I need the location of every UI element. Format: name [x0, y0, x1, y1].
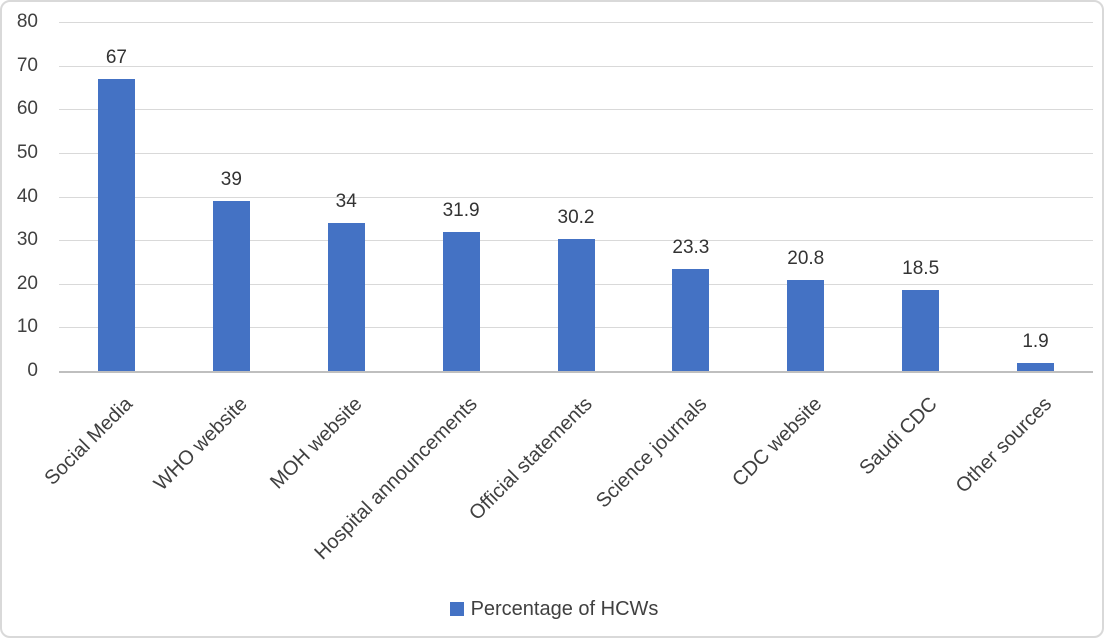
gridline — [59, 152, 1093, 154]
gridline — [59, 196, 1093, 198]
legend: Percentage of HCWs — [2, 598, 1102, 620]
x-axis-category-label: CDC website — [728, 393, 827, 492]
bar-value-label: 39 — [220, 168, 242, 190]
bar — [1017, 362, 1055, 371]
gridline — [59, 65, 1093, 67]
bar — [672, 269, 710, 371]
bar-value-label: 31.9 — [442, 199, 480, 221]
bar — [557, 239, 595, 371]
x-axis-category-label: Other sources — [951, 393, 1057, 498]
x-axis-category-label: Official statements — [464, 393, 597, 525]
x-axis-category-label: Science journals — [592, 393, 712, 513]
x-axis-category-label: Social Media — [40, 393, 138, 490]
y-axis-tick-label: 80 — [16, 11, 38, 32]
y-axis-tick-label: 40 — [16, 185, 38, 207]
y-axis-tick-label: 70 — [16, 54, 38, 76]
x-axis-category-label: Saudi CDC — [854, 393, 942, 480]
legend-label: Percentage of HCWs — [470, 598, 659, 620]
bar — [327, 222, 365, 371]
gridline — [59, 109, 1093, 111]
bar-value-label: 34 — [335, 190, 357, 212]
bar — [212, 200, 250, 371]
bar — [97, 78, 135, 371]
bar-value-label: 67 — [105, 46, 127, 68]
bar — [442, 231, 480, 371]
bar-value-label: 18.5 — [902, 258, 940, 280]
y-axis-tick-label: 60 — [16, 98, 38, 120]
x-axis-category-label: WHO website — [149, 393, 252, 496]
x-axis-category-label: MOH website — [266, 393, 367, 494]
gridline — [59, 22, 1093, 23]
y-axis-tick-label: 10 — [16, 316, 38, 338]
bar-value-label: 23.3 — [672, 237, 710, 259]
bar-value-label: 20.8 — [787, 248, 825, 270]
bar-value-label: 30.2 — [557, 207, 595, 229]
y-axis-tick-label: 50 — [16, 141, 38, 163]
y-axis-tick-label: 30 — [16, 229, 38, 251]
y-axis-tick-label: 0 — [27, 360, 38, 381]
x-axis-line — [59, 371, 1093, 373]
bar — [787, 280, 825, 371]
bar — [902, 290, 940, 371]
legend-swatch-icon — [449, 602, 464, 616]
y-axis-tick-label: 20 — [16, 272, 38, 294]
bar-value-label: 1.9 — [1022, 330, 1049, 352]
